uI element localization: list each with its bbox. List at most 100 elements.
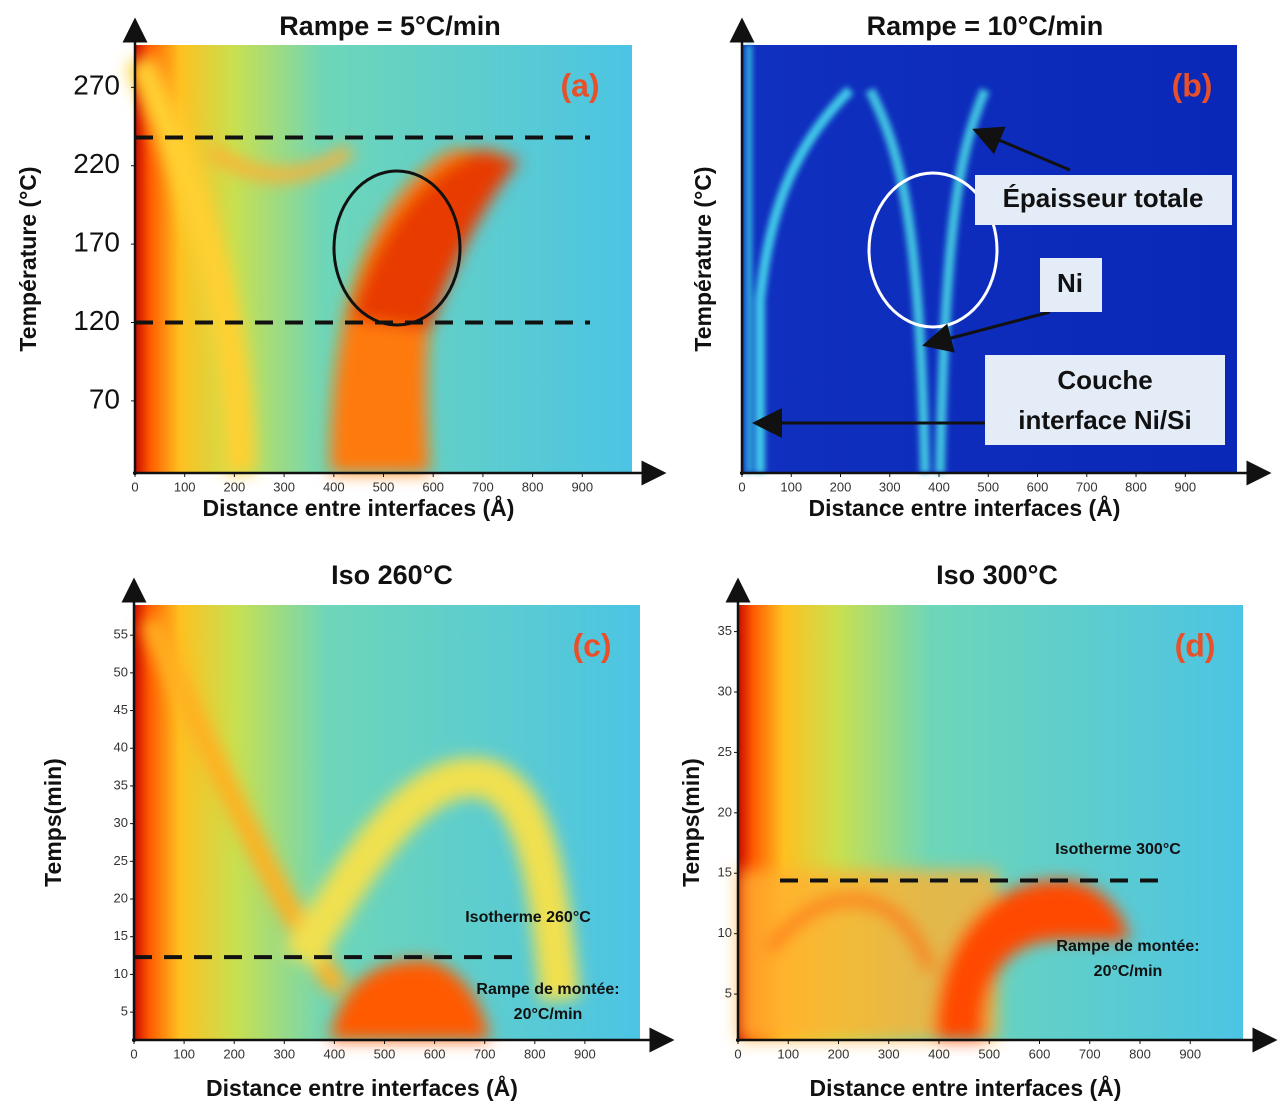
x-tick-label: 400 bbox=[928, 1046, 950, 1061]
y-tick-label: 20 bbox=[114, 890, 128, 905]
x-tick-label: 800 bbox=[524, 1046, 546, 1061]
x-tick-label: 300 bbox=[273, 479, 295, 494]
x-tick-label: 200 bbox=[830, 479, 852, 494]
x-tick-label: 600 bbox=[422, 479, 444, 494]
y-tick-label: 15 bbox=[718, 865, 732, 880]
feature bbox=[282, 757, 580, 1002]
chart-title: Iso 300°C bbox=[936, 560, 1058, 590]
annotation: 20°C/min bbox=[514, 1006, 583, 1023]
x-tick-label: 0 bbox=[738, 479, 745, 494]
x-tick-label: 700 bbox=[1079, 1046, 1101, 1061]
x-tick-label: 400 bbox=[928, 479, 950, 494]
feature bbox=[935, 880, 1130, 1040]
panel-label: (c) bbox=[572, 627, 611, 663]
annotation: 20°C/min bbox=[1094, 963, 1163, 980]
annotation-box bbox=[975, 175, 1232, 225]
annotation: Ni bbox=[1057, 268, 1083, 298]
y-tick-label: 40 bbox=[114, 740, 128, 755]
x-tick-label: 500 bbox=[977, 479, 999, 494]
panel-label: (d) bbox=[1175, 627, 1216, 663]
y-tick-label: 270 bbox=[73, 70, 120, 101]
annotation-box bbox=[985, 355, 1225, 445]
x-tick-label: 900 bbox=[1174, 479, 1196, 494]
annotation: interface Ni/Si bbox=[1018, 405, 1191, 435]
x-tick-label: 100 bbox=[780, 479, 802, 494]
annotation: Couche bbox=[1057, 365, 1152, 395]
heatmap-features bbox=[746, 45, 990, 474]
panel-label: (a) bbox=[560, 67, 599, 103]
x-tick-label: 200 bbox=[828, 1046, 850, 1061]
heatmap-c bbox=[134, 605, 640, 1040]
y-tick-label: 30 bbox=[114, 815, 128, 830]
x-tick-label: 0 bbox=[734, 1046, 741, 1061]
x-tick-label: 300 bbox=[273, 1046, 295, 1061]
feature bbox=[205, 144, 355, 182]
x-tick-label: 100 bbox=[777, 1046, 799, 1061]
x-tick-label: 100 bbox=[173, 1046, 195, 1061]
y-tick-label: 5 bbox=[725, 986, 732, 1001]
feature bbox=[935, 88, 990, 474]
arrow bbox=[922, 310, 1051, 353]
x-tick-label: 400 bbox=[324, 1046, 346, 1061]
x-tick-label: 800 bbox=[522, 479, 544, 494]
x-tick-label: 800 bbox=[1129, 1046, 1151, 1061]
x-tick-label: 500 bbox=[373, 479, 395, 494]
highlight-ellipse bbox=[332, 169, 462, 327]
x-axis-label: Distance entre interfaces (Å) bbox=[206, 1074, 518, 1101]
y-tick-label: 45 bbox=[114, 702, 128, 717]
feature bbox=[126, 54, 255, 474]
annotation: Rampe de montée: bbox=[476, 981, 619, 998]
y-tick-label: 15 bbox=[114, 928, 128, 943]
heatmap-features bbox=[738, 870, 1130, 1040]
chart-layer: Rampe = 5°C/min (a) Distance entre interfa… bbox=[15, 11, 1278, 1101]
x-tick-label: 700 bbox=[472, 479, 494, 494]
y-axis-label: Température (°C) bbox=[15, 166, 41, 351]
y-tick-label: 25 bbox=[718, 744, 732, 759]
y-tick-label: 10 bbox=[114, 966, 128, 981]
y-tick-label: 70 bbox=[89, 383, 120, 414]
feature bbox=[330, 960, 490, 1040]
x-tick-label: 600 bbox=[1029, 1046, 1051, 1061]
x-tick-label: 600 bbox=[424, 1046, 446, 1061]
y-tick-label: 25 bbox=[114, 853, 128, 868]
x-tick-label: 600 bbox=[1027, 479, 1049, 494]
chart-title: Iso 260°C bbox=[331, 560, 453, 590]
y-tick-label: 20 bbox=[718, 804, 732, 819]
y-tick-label: 5 bbox=[121, 1004, 128, 1019]
y-tick-label: 55 bbox=[114, 627, 128, 642]
y-tick-label: 170 bbox=[73, 226, 120, 257]
y-tick-label: 35 bbox=[114, 777, 128, 792]
x-tick-label: 100 bbox=[174, 479, 196, 494]
x-tick-label: 700 bbox=[1076, 479, 1098, 494]
heatmap-d bbox=[738, 605, 1243, 1040]
feature bbox=[755, 86, 854, 473]
x-tick-label: 900 bbox=[1179, 1046, 1201, 1061]
x-axis-label: Distance entre interfaces (Å) bbox=[810, 1074, 1122, 1101]
annotation: Rampe de montée: bbox=[1056, 938, 1199, 955]
y-axis-label: Température (°C) bbox=[690, 166, 716, 351]
arrow bbox=[972, 126, 1071, 172]
x-tick-label: 300 bbox=[878, 1046, 900, 1061]
x-tick-label: 200 bbox=[223, 1046, 245, 1061]
heatmap-features bbox=[139, 615, 580, 1040]
x-axis-label: Distance entre interfaces (Å) bbox=[203, 494, 515, 521]
chart-title: Rampe = 5°C/min bbox=[279, 11, 501, 41]
panel-label: (b) bbox=[1172, 67, 1213, 103]
y-tick-label: 30 bbox=[718, 683, 732, 698]
y-tick-label: 35 bbox=[718, 623, 732, 638]
feature bbox=[139, 615, 349, 997]
y-tick-label: 10 bbox=[718, 925, 732, 940]
x-tick-label: 400 bbox=[323, 479, 345, 494]
annotation: Isotherme 300°C bbox=[1055, 841, 1181, 858]
annotation: Isotherme 260°C bbox=[465, 909, 591, 926]
y-tick-label: 220 bbox=[73, 148, 120, 179]
x-tick-label: 800 bbox=[1125, 479, 1147, 494]
x-tick-label: 200 bbox=[224, 479, 246, 494]
annotation: Épaisseur totale bbox=[1003, 183, 1204, 213]
feature bbox=[865, 87, 930, 474]
feature bbox=[765, 894, 935, 972]
annotation-box bbox=[1040, 258, 1102, 312]
y-axis-label: Temps(min) bbox=[678, 758, 704, 887]
y-tick-label: 120 bbox=[73, 305, 120, 336]
